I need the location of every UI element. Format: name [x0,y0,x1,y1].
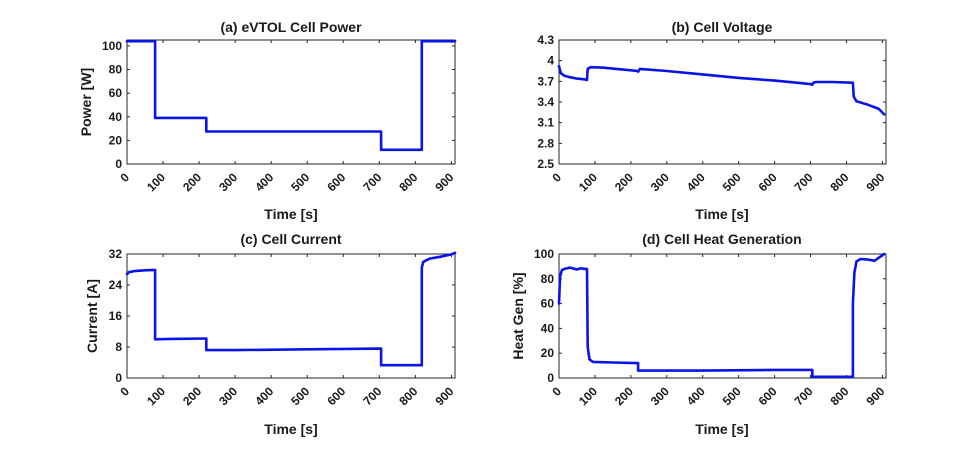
panel-a: (a) eVTOL Cell Power 0 100 200 300 400 500 600… [78,19,457,222]
panel-title: (b) Cell Voltage [672,19,773,35]
series-group [125,39,457,152]
y-tick-label: 0 [115,371,122,385]
x-tick-label: 0 [117,384,132,399]
y-axis-label: Heat Gen [%] [510,272,526,359]
y-tick-label: 40 [109,110,123,124]
x-tick-label: 600 [756,384,780,408]
plot-area [126,39,456,165]
x-tick-label: 100 [144,384,168,408]
y-tick-label: 3.7 [537,74,554,88]
y-tick-label: 3.1 [537,116,554,130]
x-axis-label: Time [s] [695,206,748,222]
x-tick-label: 600 [756,170,780,194]
x-tick-label: 400 [684,384,708,408]
x-tick-label: 0 [117,170,132,185]
panel-title: (d) Cell Heat Generation [642,231,801,247]
x-tick-label: 800 [828,170,852,194]
y-tick-label: 24 [109,278,123,292]
y-tick-label: 16 [109,309,123,323]
series-line-voltage [557,64,886,116]
x-tick-label: 200 [180,170,204,194]
y-tick-label: 3.4 [537,95,554,109]
y-tick-label: 0 [547,371,554,385]
y-tick-label: 20 [541,346,555,360]
panel-title: (a) eVTOL Cell Power [220,19,362,35]
y-tick-label: 2.8 [537,136,554,150]
x-tick-label: 0 [549,170,564,185]
x-tick-label: 500 [720,384,744,408]
series-line-current [125,251,457,367]
series-group [557,252,886,379]
x-tick-label: 800 [828,384,852,408]
x-tick-label: 800 [396,384,420,408]
plot-area [126,253,456,379]
x-tick-label: 600 [324,170,348,194]
series-line-heat-gen [557,252,886,379]
series-group [125,251,457,367]
x-tick-label: 500 [288,384,312,408]
x-tick-label: 100 [576,384,600,408]
x-tick-label: 500 [720,170,744,194]
y-tick-label: 4.3 [537,33,554,47]
y-axis-label: Power [W] [78,68,94,136]
y-tick-label: 32 [109,247,123,261]
y-tick-label: 2.5 [537,157,554,171]
x-tick-label: 700 [360,384,384,408]
y-tick-label: 100 [102,39,122,53]
y-tick-label: 0 [115,157,122,171]
y-tick-label: 100 [534,247,554,261]
y-axis-label: Current [A] [84,279,100,353]
panel-c: (c) Cell Current 0 100 200 300 400 500 600 700 8… [84,231,457,437]
x-tick-label: 900 [432,170,456,194]
series-group [557,64,886,116]
x-tick-label: 700 [792,170,816,194]
plot-area [558,39,887,165]
panel-d: (d) Cell Heat Generation 0 100 200 300 400 50… [510,231,888,437]
panel-title: (c) Cell Current [240,231,341,247]
x-tick-label: 900 [863,170,887,194]
x-tick-label: 100 [144,170,168,194]
y-tick-label: 40 [541,321,555,335]
x-tick-label: 300 [216,384,240,408]
x-tick-label: 300 [648,170,672,194]
y-tick-label: 60 [541,297,555,311]
y-tick-label: 80 [109,63,123,77]
y-tick-label: 4 [547,54,554,68]
y-tick-label: 60 [109,86,123,100]
x-tick-label: 300 [648,384,672,408]
y-tick-label: 80 [541,272,555,286]
x-axis-label: Time [s] [264,421,317,437]
x-tick-label: 400 [684,170,708,194]
x-tick-label: 200 [612,170,636,194]
x-tick-label: 600 [324,384,348,408]
x-tick-label: 700 [792,384,816,408]
x-tick-label: 900 [863,384,887,408]
x-tick-label: 0 [549,384,564,399]
x-tick-label: 200 [180,384,204,408]
x-tick-label: 400 [252,170,276,194]
x-tick-label: 100 [576,170,600,194]
x-tick-label: 500 [288,170,312,194]
series-line-power [125,39,457,152]
x-axis-label: Time [s] [695,421,748,437]
y-tick-label: 8 [115,340,122,354]
x-tick-label: 900 [432,384,456,408]
plot-area [558,253,887,379]
x-tick-label: 300 [216,170,240,194]
panel-b: (b) Cell Voltage 0 100 200 300 400 500 600 700 8… [537,19,887,222]
x-tick-label: 800 [396,170,420,194]
x-tick-label: 200 [612,384,636,408]
x-axis-label: Time [s] [264,206,317,222]
x-tick-label: 400 [252,384,276,408]
x-tick-label: 700 [360,170,384,194]
y-tick-label: 20 [109,133,123,147]
